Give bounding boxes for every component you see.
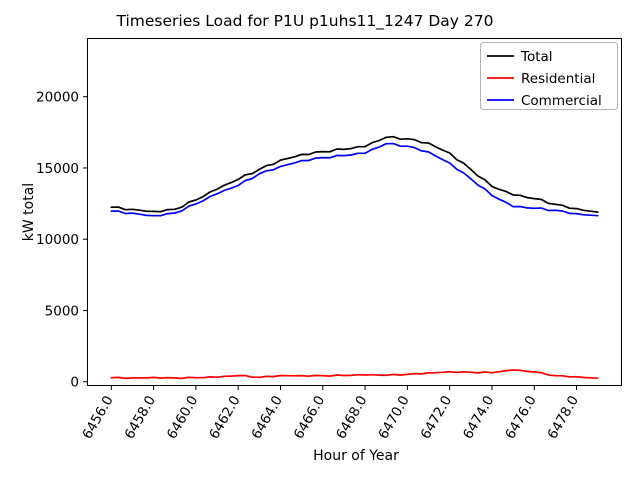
x-tick-label: 6476.0 bbox=[502, 393, 539, 442]
x-tick-label: 6468.0 bbox=[333, 393, 370, 442]
y-tick-label: 5000 bbox=[45, 303, 79, 319]
legend-item-residential: Residential bbox=[487, 71, 595, 87]
x-tick-label: 6466.0 bbox=[291, 393, 328, 442]
legend-frame bbox=[480, 42, 618, 110]
x-tick-label: 6462.0 bbox=[206, 393, 243, 442]
legend-label-residential: Residential bbox=[521, 71, 595, 87]
x-tick-label: 6478.0 bbox=[545, 393, 582, 442]
x-tick-label: 6456.0 bbox=[79, 393, 116, 442]
x-axis-label: Hour of Year bbox=[313, 448, 399, 464]
y-tick-label: 10000 bbox=[36, 232, 79, 248]
x-tick-label: 6464.0 bbox=[248, 393, 285, 442]
x-tick-label: 6472.0 bbox=[418, 393, 455, 442]
y-axis-label: kW total bbox=[21, 183, 37, 241]
y-tick-label: 0 bbox=[70, 375, 79, 391]
series-lines bbox=[110, 135, 599, 380]
chart-title: Timeseries Load for P1U p1uhs11_1247 Day… bbox=[116, 12, 494, 31]
series-line-residential bbox=[110, 369, 599, 380]
x-tick-label: 6458.0 bbox=[122, 393, 159, 442]
legend-item-commercial: Commercial bbox=[487, 93, 602, 109]
legend: Total Residential Commercial bbox=[480, 42, 618, 110]
axes-frame bbox=[87, 38, 622, 386]
x-tick-label: 6474.0 bbox=[460, 393, 497, 442]
legend-item-total: Total bbox=[487, 49, 553, 65]
x-tick-label: 6470.0 bbox=[375, 393, 412, 442]
y-tick-label: 15000 bbox=[36, 161, 79, 177]
y-tick-label: 20000 bbox=[36, 90, 79, 106]
legend-label-total: Total bbox=[520, 49, 553, 65]
legend-label-commercial: Commercial bbox=[521, 93, 602, 109]
series-line-total bbox=[110, 135, 599, 213]
x-tick-label: 6460.0 bbox=[164, 393, 201, 442]
series-line-commercial bbox=[110, 142, 599, 217]
